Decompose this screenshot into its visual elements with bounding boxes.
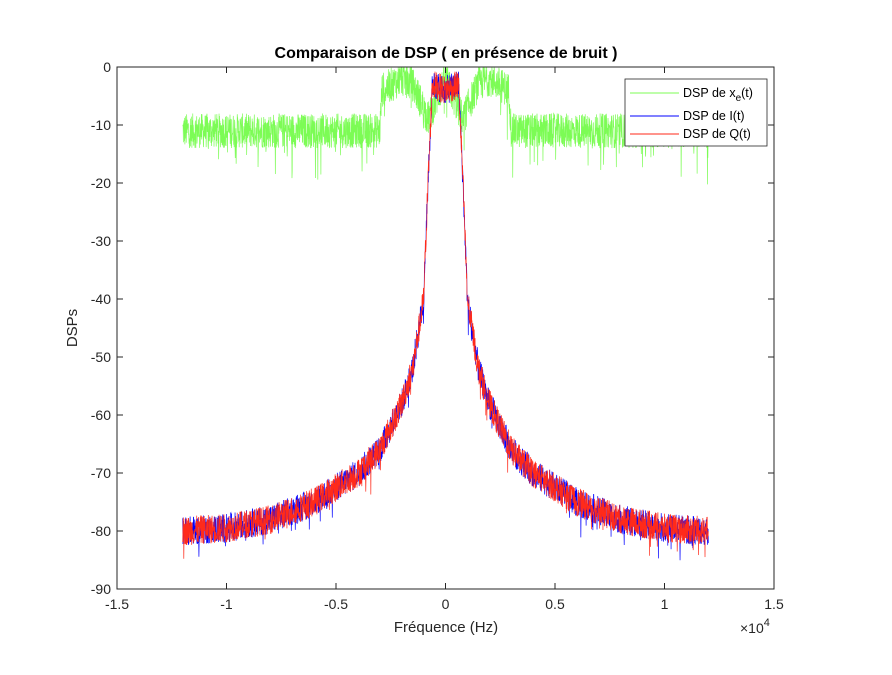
y-tick-label: -70 (91, 465, 111, 481)
ticks-layer: -1.5 -1 -0.5 0 0.5 1 1.5 0 -10 -20 -30 -40 -50 -60 -70… (91, 59, 784, 612)
legend-label-q: DSP de Q(t) (683, 127, 751, 141)
x-tick-label: -0.5 (324, 596, 348, 612)
y-tick-label: -30 (91, 233, 111, 249)
series-q-line (182, 71, 709, 559)
y-tick-label: 0 (103, 59, 111, 75)
y-tick-label: -50 (91, 349, 111, 365)
y-tick-label: -60 (91, 407, 111, 423)
x-exponent-base: ×10 (740, 620, 764, 636)
x-tick-label: -1 (220, 596, 233, 612)
y-axis-label: DSPs (64, 309, 81, 347)
y-tick-label: -80 (91, 523, 111, 539)
series-layer (182, 67, 709, 561)
x-tick-label: 1.5 (764, 596, 784, 612)
legend-label-xe-sub: e (736, 93, 742, 104)
legend-label-xe-main: DSP de x (683, 86, 736, 100)
y-tick-label: -20 (91, 175, 111, 191)
x-tick-label: -1.5 (105, 596, 129, 612)
series-xe-line (182, 67, 709, 185)
y-tick-label: -40 (91, 291, 111, 307)
x-tick-label: 0.5 (545, 596, 565, 612)
y-tick-label: -10 (91, 117, 111, 133)
x-tick-label: 1 (661, 596, 669, 612)
legend-label-i: DSP de I(t) (683, 109, 745, 123)
y-tick-label: -90 (91, 581, 111, 597)
x-axis-label: Fréquence (Hz) (394, 619, 498, 636)
chart-title: Comparaison de DSP ( en présence de brui… (275, 45, 618, 62)
legend-label-xe: DSP de xe(t) (683, 86, 753, 104)
legend: DSP de xe(t) DSP de I(t) DSP de Q(t) (624, 78, 768, 147)
x-tick-label: 0 (442, 596, 450, 612)
x-exponent-label: ×104 (740, 617, 770, 636)
legend-box (624, 78, 768, 147)
x-exponent-power: 4 (764, 617, 770, 629)
legend-label-xe-tail: (t) (741, 86, 753, 100)
